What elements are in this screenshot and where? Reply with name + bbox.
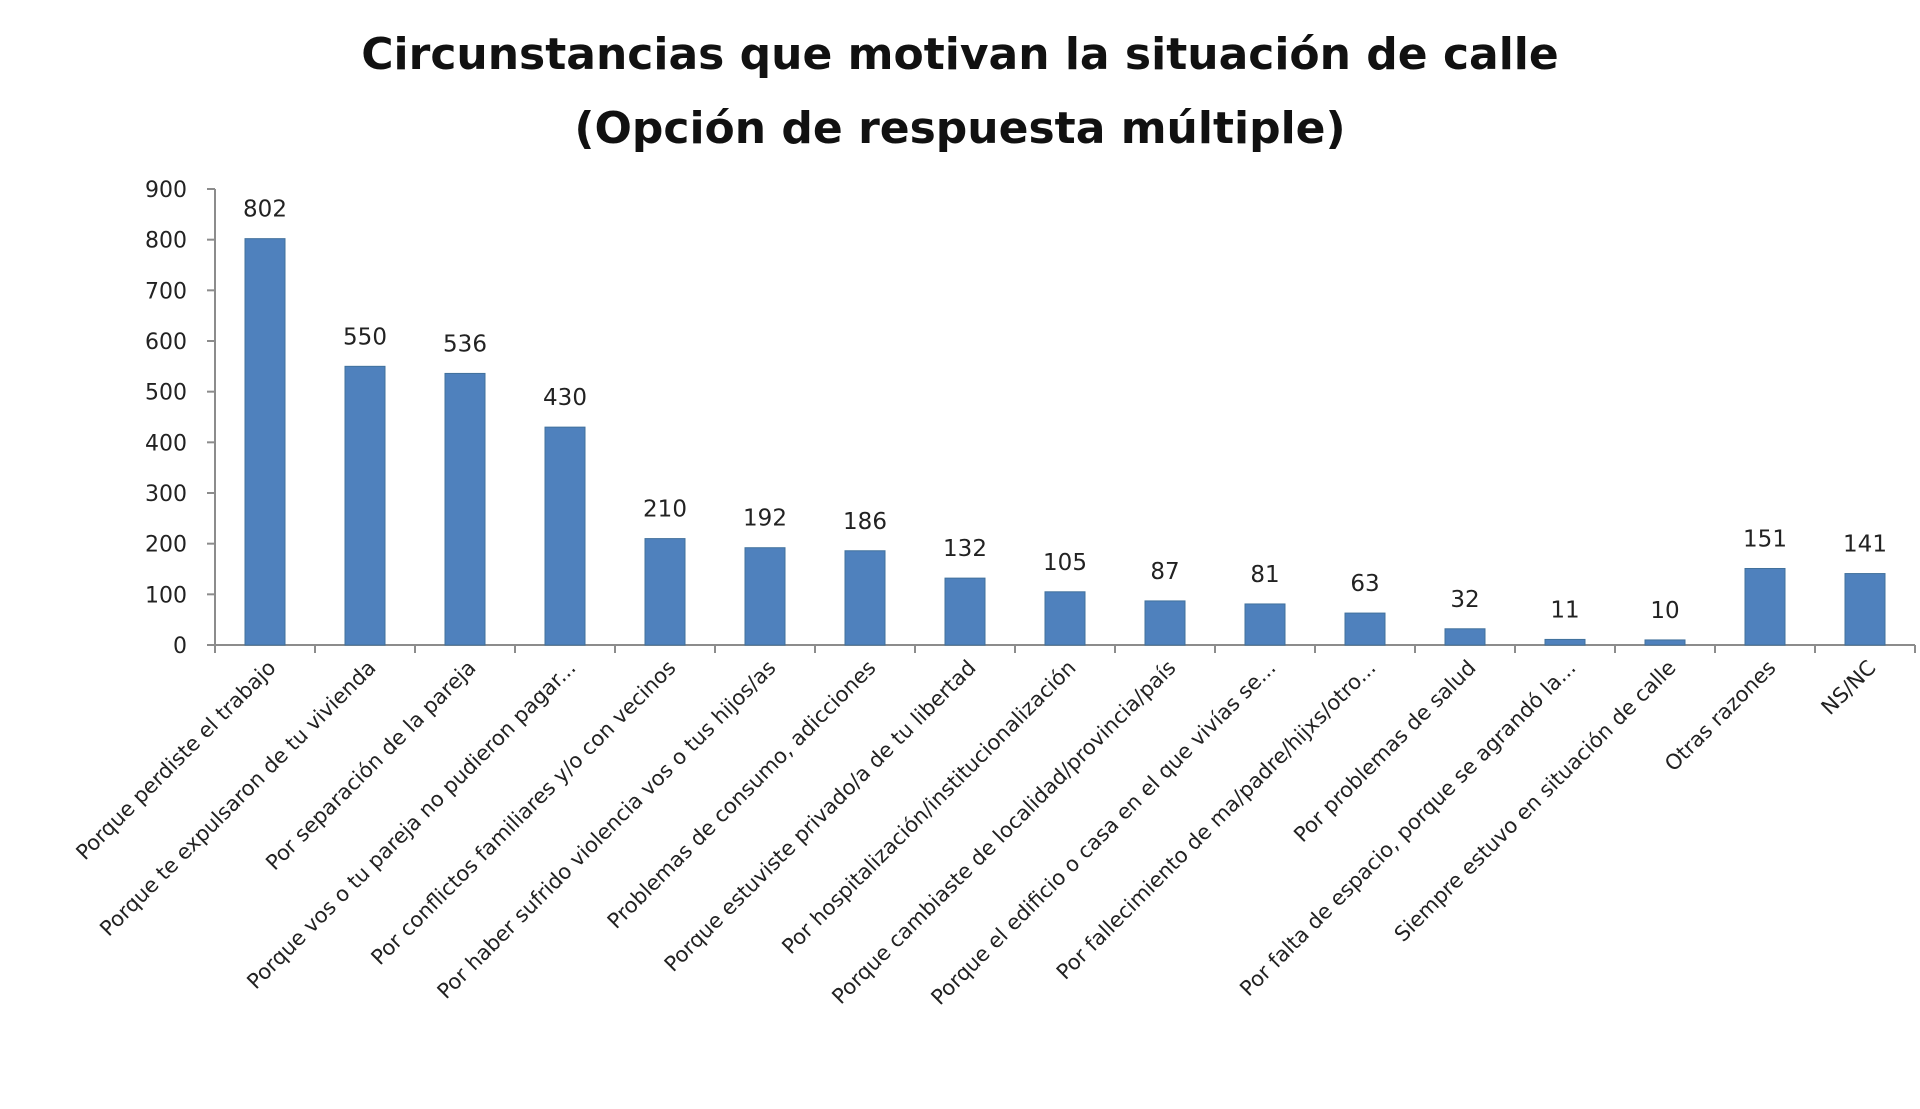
bar xyxy=(544,426,586,646)
category-label: NS/NC xyxy=(1817,656,1881,720)
bar xyxy=(444,372,486,646)
category-label: Por separación de la pareja xyxy=(261,656,480,875)
bar xyxy=(1244,603,1286,646)
chart-title-block: Circunstancias que motivan la situación … xyxy=(0,18,1920,166)
category-label: Por haber sufrido violencia vos o tus hi… xyxy=(433,656,781,1004)
data-label: 210 xyxy=(643,497,687,523)
data-label: 430 xyxy=(543,385,587,411)
chart-subtitle: (Opción de respuesta múltiple) xyxy=(574,103,1346,154)
data-label: 87 xyxy=(1150,559,1179,585)
data-label: 63 xyxy=(1350,571,1379,597)
bar xyxy=(1044,591,1086,646)
y-tick-label: 500 xyxy=(145,381,187,406)
bar xyxy=(644,538,686,646)
data-label: 81 xyxy=(1250,562,1279,588)
category-label: Por falta de espacio, porque se agrandó … xyxy=(1235,656,1580,1001)
category-label: Por problemas de salud xyxy=(1289,656,1480,847)
data-label: 536 xyxy=(443,331,487,357)
data-label: 141 xyxy=(1843,532,1887,558)
data-label: 132 xyxy=(943,536,987,562)
bar xyxy=(1344,612,1386,646)
y-axis-ticks: 0 100 200 300 400 500 600 700 800 900 xyxy=(145,178,1916,659)
data-label: 186 xyxy=(843,509,887,535)
category-label: Porque cambiaste de localidad/provincia/… xyxy=(827,656,1180,1009)
data-label: 192 xyxy=(743,506,787,532)
category-label: Porque perdiste el trabajo xyxy=(71,656,280,865)
bar xyxy=(844,550,886,646)
data-label: 10 xyxy=(1650,598,1679,624)
y-tick-label: 700 xyxy=(145,279,187,304)
bar xyxy=(1744,567,1786,646)
data-label: 550 xyxy=(343,324,387,350)
y-tick-label: 300 xyxy=(145,482,187,507)
data-label: 105 xyxy=(1043,550,1087,576)
data-label: 802 xyxy=(243,197,287,223)
bar xyxy=(1144,600,1186,646)
category-label: Porque el edificio o casa en el que viví… xyxy=(926,656,1280,1010)
bar xyxy=(244,238,286,646)
y-tick-label: 200 xyxy=(145,533,187,558)
y-tick-label: 900 xyxy=(145,178,187,203)
chart-title: Circunstancias que motivan la situación … xyxy=(361,29,1559,80)
data-labels: 802 550 536 430 210 192 186 132 105 87 81 63 32 11 10 1… xyxy=(243,197,1887,624)
bar xyxy=(344,365,386,646)
bar xyxy=(944,577,986,646)
category-label: Porque vos o tu pareja no pudieron pagar… xyxy=(242,656,580,994)
bar xyxy=(1544,638,1586,646)
y-tick-label: 0 xyxy=(173,634,187,659)
data-label: 11 xyxy=(1550,597,1579,623)
bar-series xyxy=(244,238,1886,646)
y-tick-label: 400 xyxy=(145,431,187,456)
bar xyxy=(744,547,786,646)
y-tick-label: 800 xyxy=(145,229,187,254)
data-label: 151 xyxy=(1743,526,1787,552)
bar xyxy=(1844,573,1886,646)
bar xyxy=(1644,639,1686,646)
bar xyxy=(1444,628,1486,646)
data-label: 32 xyxy=(1450,587,1479,613)
y-tick-label: 600 xyxy=(145,330,187,355)
y-tick-label: 100 xyxy=(145,583,187,608)
